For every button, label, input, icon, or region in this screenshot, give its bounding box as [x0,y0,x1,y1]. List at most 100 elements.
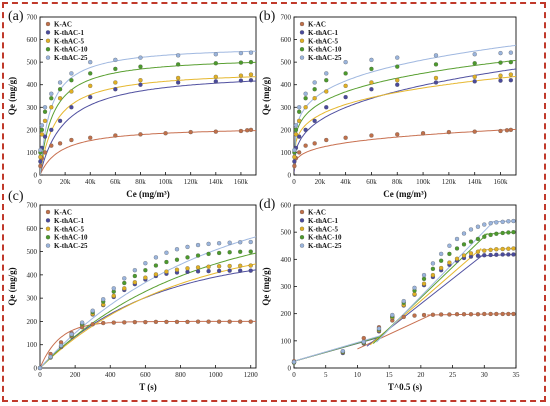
data-point-K-thAC-25 [88,59,93,65]
data-point-K-AC [42,150,48,155]
x-tick-label: 160k [234,178,249,186]
legend-label: K-thAC-25 [54,54,88,62]
data-point-K-AC [213,129,218,134]
data-point-K-thAC-25 [324,71,329,76]
data-point-K-thAC-5 [122,286,127,291]
data-point-K-thAC-10 [395,64,400,69]
legend-label: K-AC [308,209,326,217]
data-point-K-thAC-25 [185,244,190,250]
data-point-K-thAC-1 [343,94,348,100]
data-point-K-AC [472,129,477,134]
data-point-K-thAC-25 [164,250,169,255]
data-point-K-AC [49,143,54,148]
legend-marker [299,55,305,60]
data-point-K-thAC-5 [57,96,63,101]
data-point-K-AC [238,319,243,324]
data-point-K-thAC-10 [324,78,329,83]
data-point-K-thAC-5 [293,132,299,137]
data-point-K-AC [401,314,406,320]
data-point-K-AC [461,312,467,317]
data-point-K-thAC-1 [49,127,54,133]
legend-marker [45,218,51,223]
data-point-K-AC [412,313,417,318]
data-point-K-AC [498,128,503,134]
data-point-K-thAC-25 [39,123,45,128]
data-point-K-thAC-25 [216,241,222,246]
fit-curve-K-thAC-10 [40,252,256,368]
data-point-K-AC [163,131,168,136]
data-point-K-thAC-25 [42,105,48,110]
data-point-K-thAC-5 [494,247,499,252]
x-tick-label: 0 [292,178,296,186]
data-point-K-AC [138,132,143,137]
legend-marker [45,21,51,27]
legend-label: K-AC [308,21,326,29]
data-point-K-thAC-10 [488,232,493,238]
data-point-K-AC [504,128,510,133]
y-tick-label: 400 [281,256,292,264]
data-point-K-AC [421,312,427,318]
data-point-K-AC [174,319,180,325]
legend-label: K-thAC-5 [54,37,84,45]
data-point-K-AC [248,319,253,324]
fit-curve-K-thAC-5 [294,75,516,169]
fit-curve-K-AC [40,320,256,368]
data-point-K-AC [508,127,513,133]
x-tick-label: 35 [513,371,521,379]
fit-curve-K-thAC-5 [40,263,256,368]
y-tick-label: 300 [27,104,38,112]
data-point-K-AC [297,150,302,155]
data-point-K-thAC-10 [297,109,302,114]
y-tick-label: 0 [34,365,38,373]
data-point-K-thAC-10 [461,242,467,247]
data-point-K-thAC-25 [395,55,400,60]
data-point-K-thAC-5 [447,260,452,265]
x-tick-label: 400 [105,371,116,379]
data-point-K-thAC-25 [58,343,64,348]
data-point-K-thAC-10 [88,71,93,76]
y-tick-label: 500 [281,229,292,237]
data-point-K-thAC-10 [475,236,481,242]
data-point-K-thAC-1 [297,134,302,139]
data-point-K-thAC-10 [57,87,63,92]
data-point-K-AC [395,132,400,137]
data-point-K-thAC-10 [439,258,444,263]
x-tick-label: 0 [38,371,42,379]
data-point-K-thAC-25 [213,52,218,57]
data-point-K-AC [113,133,118,138]
x-tick-label: 20 [417,371,425,379]
data-point-K-thAC-5 [111,293,116,298]
data-point-K-thAC-1 [472,79,477,84]
y-tick-label: 100 [27,341,38,349]
data-point-K-thAC-10 [293,127,299,133]
data-point-K-thAC-1 [38,159,43,164]
data-point-K-AC [248,127,254,133]
panel-label: (b) [259,9,276,24]
data-point-K-thAC-25 [79,320,85,325]
data-point-K-thAC-25 [401,299,406,304]
data-point-K-thAC-5 [248,263,253,268]
data-point-K-thAC-5 [506,246,511,251]
plot-area [39,16,257,176]
data-point-K-AC [132,319,137,325]
data-point-K-AC [122,320,127,325]
data-point-K-AC [369,133,374,138]
data-point-K-AC [153,319,159,325]
y-tick-label: 200 [27,126,38,134]
data-point-K-AC [164,319,169,325]
data-point-K-thAC-10 [303,96,308,101]
data-point-K-thAC-1 [482,253,487,258]
data-point-K-AC [324,137,329,143]
data-point-K-thAC-5 [421,281,427,286]
data-point-K-AC [454,312,460,317]
data-point-K-AC [447,312,452,317]
data-point-K-thAC-25 [461,231,467,236]
data-point-K-thAC-5 [132,280,137,285]
x-axis-label: T (s) [139,382,157,392]
legend-label: K-thAC-10 [308,46,342,54]
data-point-K-thAC-5 [472,74,477,79]
y-tick-label: 200 [27,318,38,326]
data-point-K-thAC-1 [206,268,211,274]
data-point-K-AC [57,141,63,146]
data-point-K-thAC-1 [113,87,118,92]
